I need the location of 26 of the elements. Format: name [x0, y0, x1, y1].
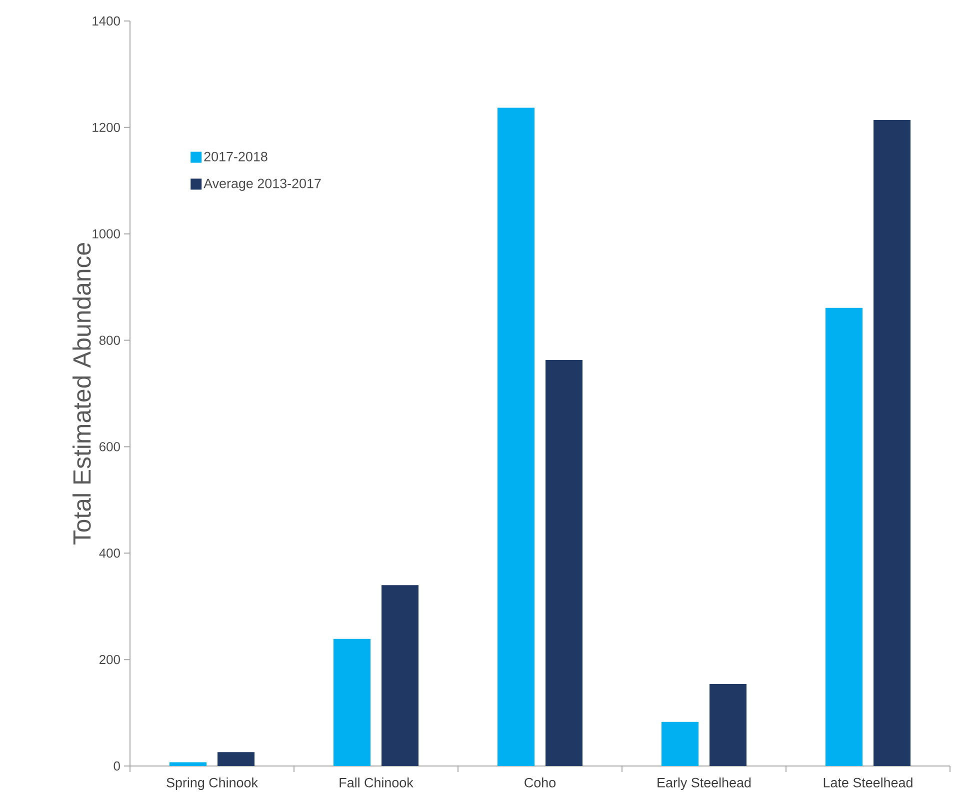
y-tick-label: 1400	[92, 16, 120, 26]
x-tick-label: Early Steelhead	[658, 778, 751, 790]
bar	[334, 638, 371, 766]
bar	[170, 762, 206, 766]
y-tick-label: 1200	[92, 122, 120, 132]
legend-label: 2017-2018	[204, 152, 268, 162]
bar	[498, 108, 535, 766]
x-tick-label: Late Steelhead	[824, 778, 912, 788]
y-tick-label: 200	[100, 654, 120, 664]
bar	[826, 308, 863, 766]
bar	[662, 722, 699, 766]
bar	[382, 585, 419, 766]
bar	[874, 120, 911, 766]
bar	[546, 360, 583, 766]
bar	[710, 684, 747, 766]
x-tick-label: Spring Chinook	[166, 778, 258, 790]
y-axis-title: Total Estimated Abundance	[72, 243, 91, 545]
y-tick-label: 400	[99, 548, 120, 558]
y-tick-label: 1000	[92, 229, 120, 238]
legend-label: Average 2013-2017	[204, 178, 321, 191]
y-tick-label: 600	[100, 442, 120, 452]
bar	[218, 752, 255, 766]
x-tick-label: Coho	[524, 778, 556, 788]
x-tick-label: Fall Chinook	[340, 778, 414, 788]
y-tick-label: 800	[99, 336, 120, 345]
y-tick-label: 0	[114, 761, 120, 771]
